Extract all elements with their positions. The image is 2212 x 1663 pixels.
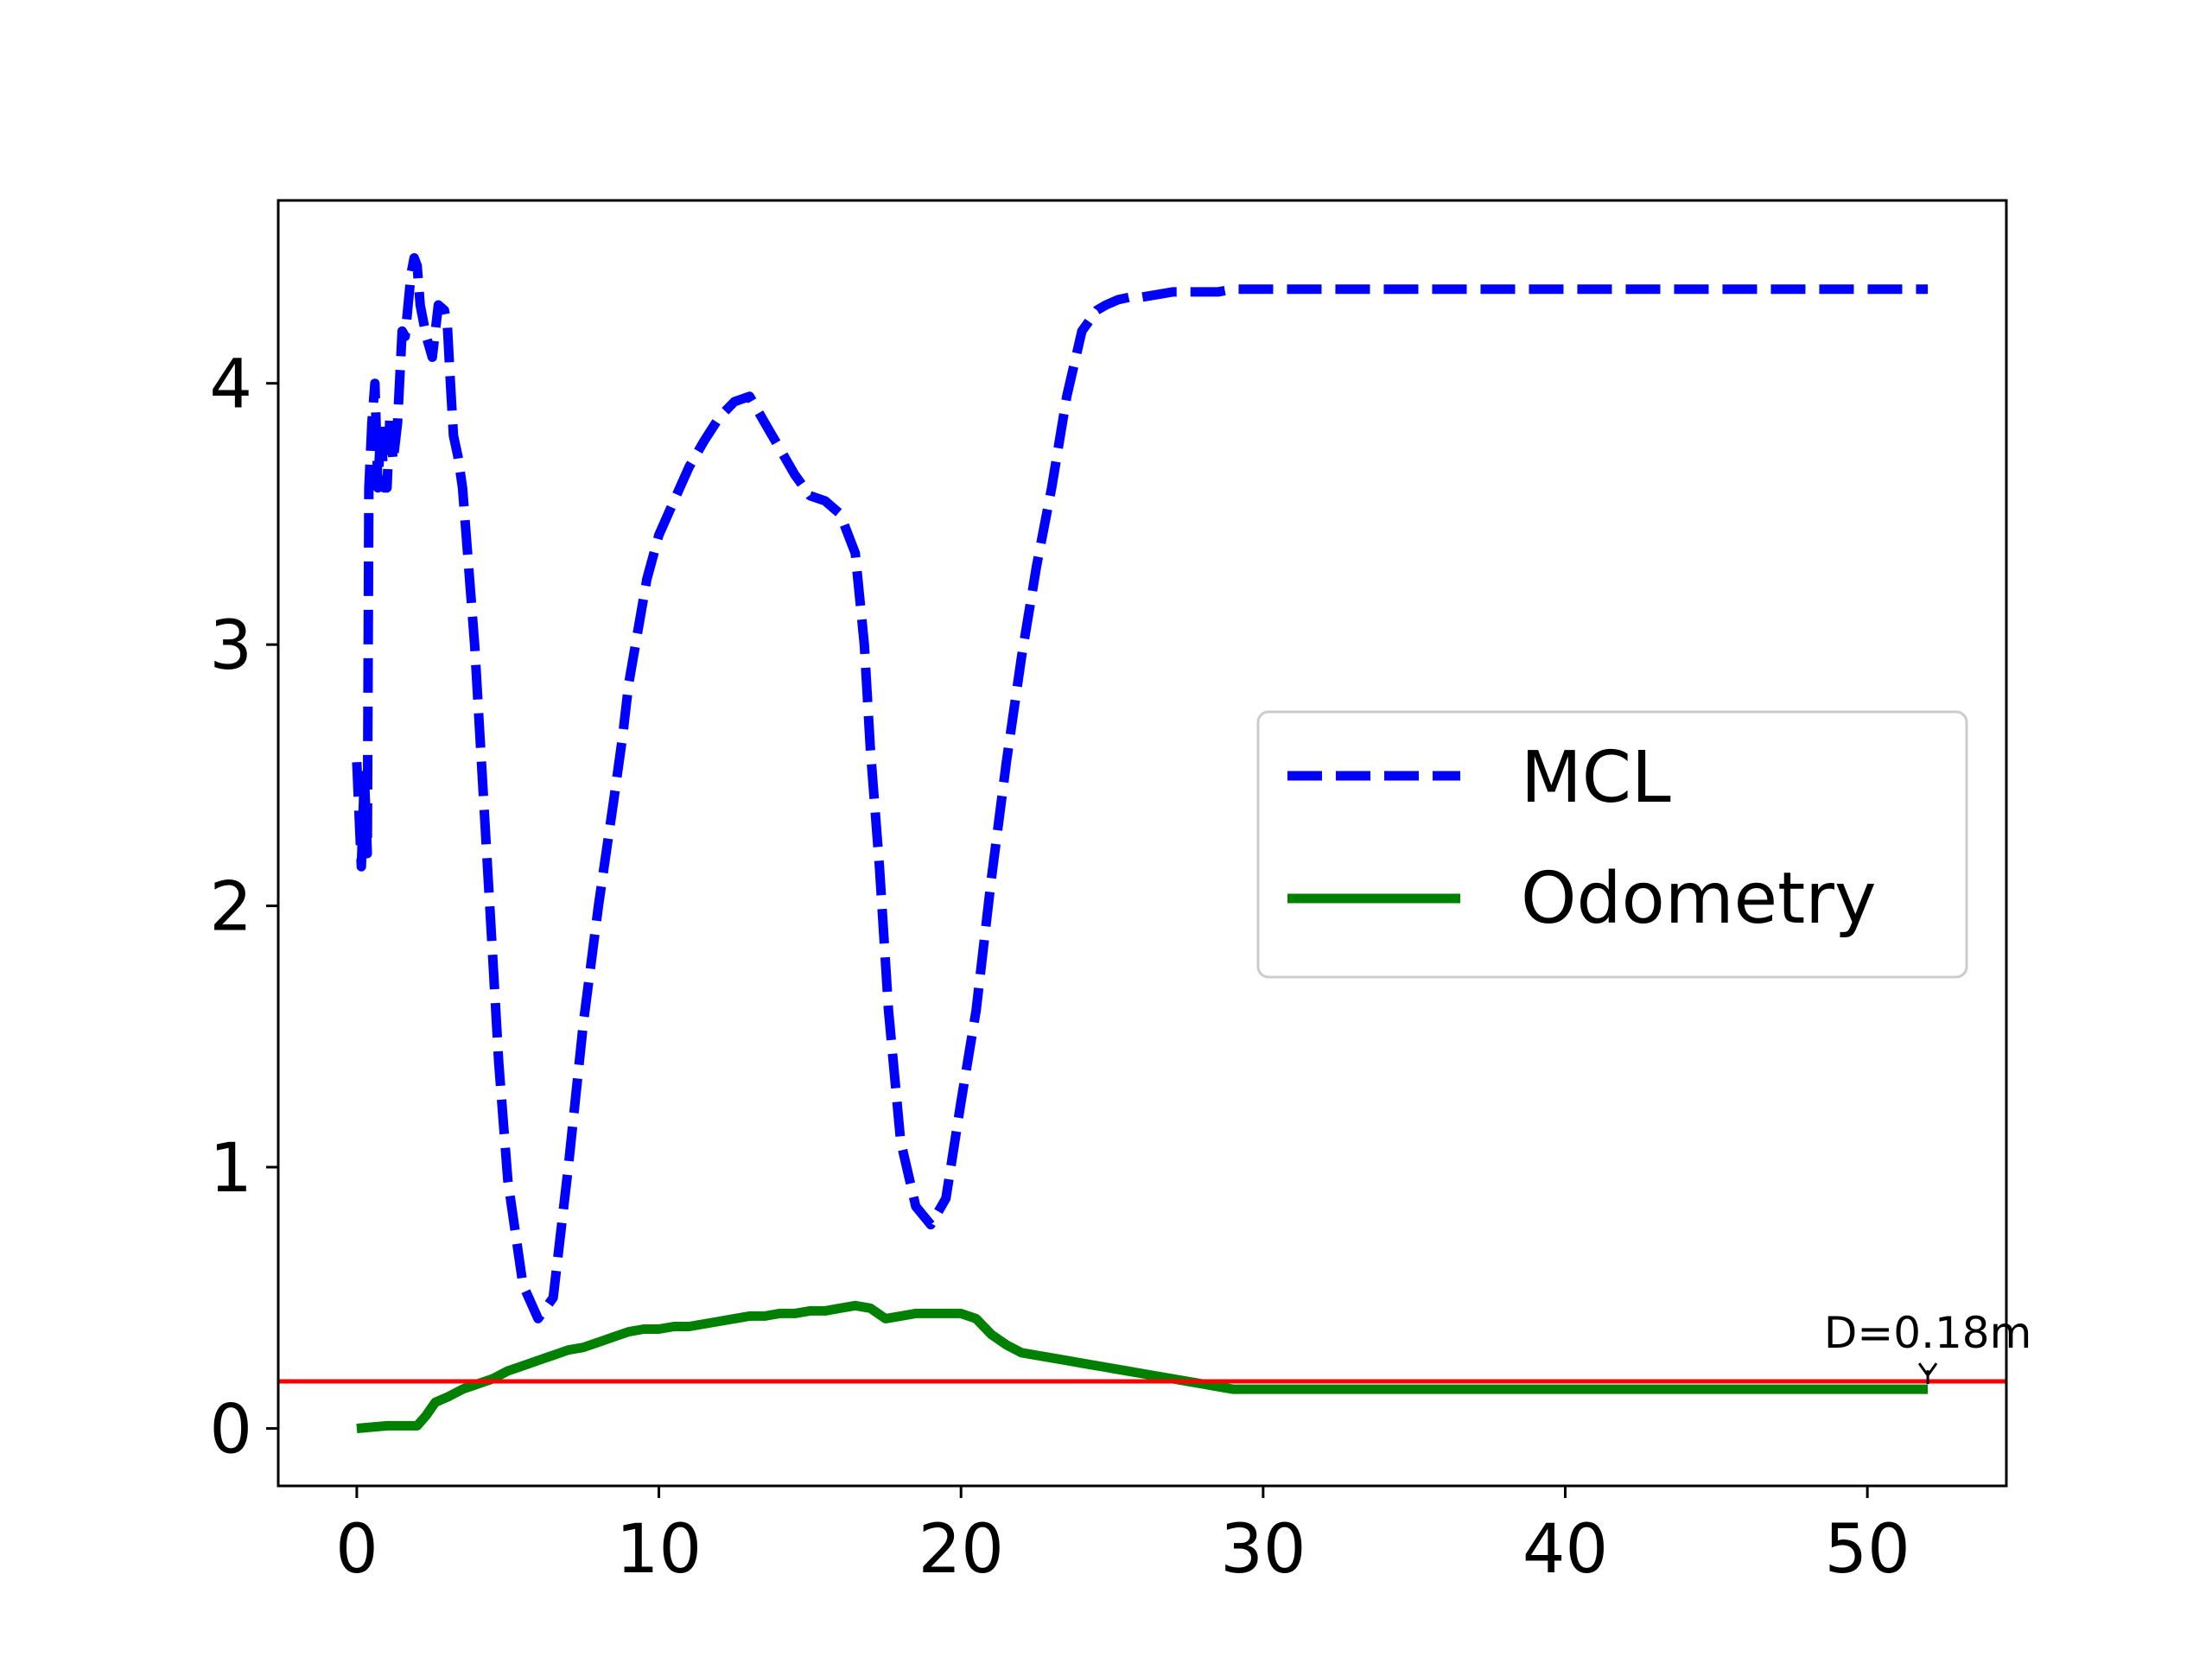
y-axis: 0 1 2 3 4 [209,346,278,1469]
x-tick-label: 0 [335,1511,378,1589]
y-tick-label: 0 [209,1391,252,1469]
y-tick-label: 3 [209,607,252,685]
y-tick-label: 4 [209,346,252,424]
annotation-layer: D=0.18m [1824,1308,2031,1385]
x-tick-label: 50 [1825,1511,1910,1589]
y-tick-label: 2 [209,869,252,947]
legend-label-odometry: Odometry [1521,858,1876,940]
x-tick-label: 40 [1522,1511,1608,1589]
y-tick-label: 1 [209,1130,252,1208]
x-tick-label: 10 [616,1511,702,1589]
threshold-arrow [1917,1362,1938,1385]
series-line-mcl [352,253,1929,1323]
plot-frame [276,199,2008,1488]
threshold-label: D=0.18m [1824,1308,2031,1358]
x-axis: 0 10 20 30 40 50 [335,1486,1910,1589]
legend: MCL Odometry [1256,710,1968,979]
legend-label-mcl: MCL [1521,737,1671,819]
x-tick-label: 20 [918,1511,1004,1589]
x-tick-label: 30 [1220,1511,1306,1589]
